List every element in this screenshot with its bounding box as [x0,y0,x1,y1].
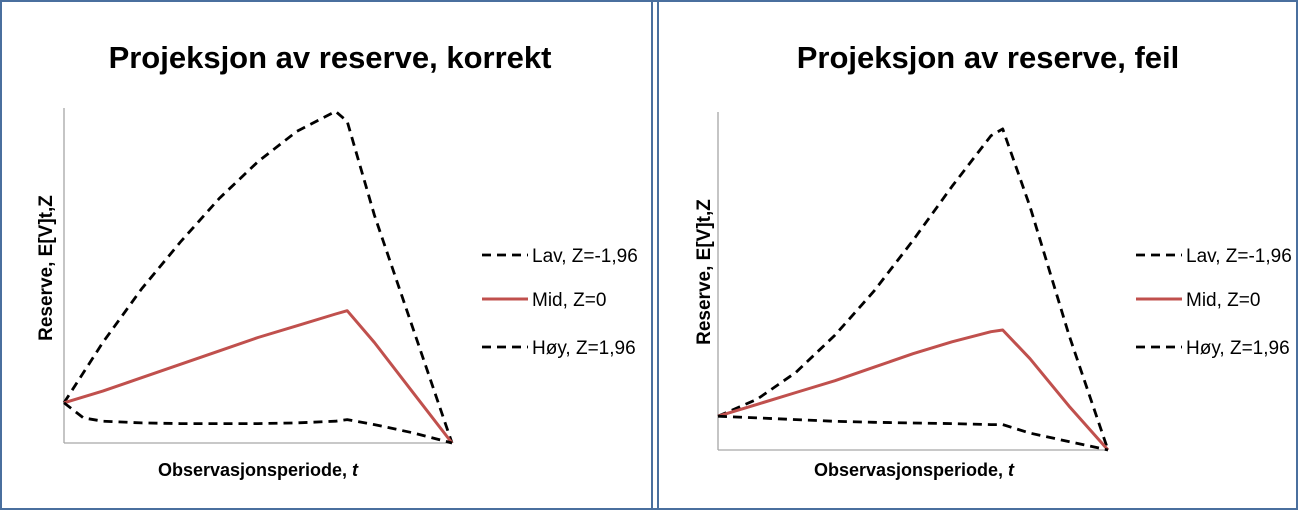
legend-label-2: Høy, Z=1,96 [532,338,636,359]
series-line-2 [63,401,453,445]
chart-panel-correct: Projeksjon av reserve, korrekt Reserve, E… [36,40,638,480]
series-line-0 [62,110,454,444]
y-axis-label: Reserve, E[V]t,Z [36,195,57,341]
x-axis-label: Observasjonsperiode, t [158,460,359,480]
series-line-1 [717,328,1110,451]
series-line-2 [717,414,1109,452]
y-axis-label: Reserve, E[V]t,Z [694,199,715,345]
chart-panel-wrong: Projeksjon av reserve, feil Reserve, E[V]… [658,0,1298,510]
series-line-0 [717,127,1110,451]
legend-label-1: Mid, Z=0 [1186,290,1260,311]
frame-left [0,0,2,510]
frame-divider-right [657,0,659,510]
series-line-1 [63,309,454,444]
legend-label-0: Lav, Z=-1,96 [1186,246,1292,267]
chart-title: Projeksjon av reserve, feil [797,40,1180,75]
frame-right [1296,0,1298,510]
legend-label-0: Lav, Z=-1,96 [532,246,638,267]
frame-divider-left [651,0,653,510]
chart-wrong-svg: Projeksjon av reserve, feil Reserve, E[V]… [694,40,1292,480]
x-axis-label: Observasjonsperiode, t [814,460,1015,480]
chart-correct-svg: Projeksjon av reserve, korrekt Reserve, E… [36,40,638,480]
legend-label-1: Mid, Z=0 [532,290,606,311]
chart-title: Projeksjon av reserve, korrekt [109,40,552,75]
frame-bottom [0,508,1298,510]
legend-label-2: Høy, Z=1,96 [1186,338,1290,359]
frame-top [0,0,1298,2]
